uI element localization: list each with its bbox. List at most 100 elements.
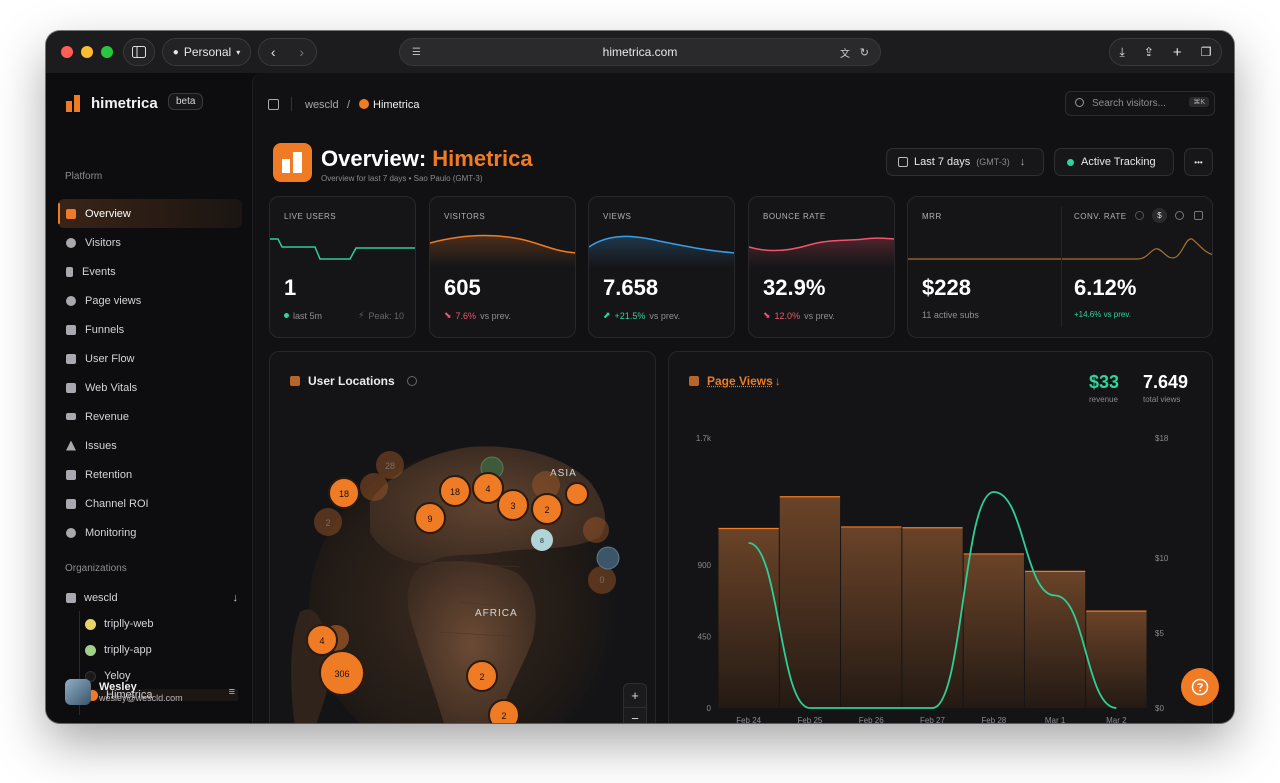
- reload-icon[interactable]: ↻: [859, 46, 869, 59]
- nav-issues[interactable]: Issues: [58, 431, 242, 460]
- stat-card-live-users[interactable]: LIVE USERS 1 last 5m ⚡ Peak: 10: [269, 196, 416, 338]
- tabs-overview-icon[interactable]: ❐: [1200, 45, 1212, 59]
- breadcrumb-project[interactable]: Himetrica: [373, 99, 420, 111]
- stat-card-bounce-rate[interactable]: BOUNCE RATE 32.9% ⬊ 12.0% vs prev.: [748, 196, 895, 338]
- zoom-window-button[interactable]: [101, 46, 113, 58]
- page-views-bar[interactable]: [902, 527, 963, 708]
- bounce-sparkline: [749, 237, 894, 267]
- search-placeholder: Search visitors...: [1092, 98, 1166, 109]
- question-icon: [1191, 678, 1209, 696]
- nav-visitors[interactable]: Visitors: [58, 228, 242, 257]
- stat-change: 7.6%: [455, 310, 477, 321]
- stat-footer: 11 active subs: [922, 310, 979, 320]
- date-range-select[interactable]: Last 7 days (GMT-3) ↓: [886, 148, 1044, 176]
- search-input[interactable]: Search visitors... ⌘K: [1065, 91, 1215, 116]
- info-icon[interactable]: [406, 376, 417, 386]
- user-locations-panel: User Locations ASIA AFRICA: [269, 351, 656, 723]
- more-options-button[interactable]: •••: [1184, 148, 1213, 176]
- back-icon[interactable]: ‹: [270, 44, 276, 60]
- active-tracking-button[interactable]: Active Tracking: [1054, 148, 1174, 176]
- project-item-himetrica[interactable]: Himetrica: [66, 689, 238, 701]
- help-button[interactable]: [1181, 668, 1219, 706]
- page-views-bar[interactable]: [1086, 611, 1147, 708]
- peak-icon: ⚡: [358, 310, 365, 320]
- stat-label: LIVE USERS: [284, 212, 337, 221]
- nav-label: Overview: [85, 207, 131, 220]
- project-item-yeloy[interactable]: Yeloy: [66, 663, 238, 689]
- x-axis-tick: Feb 25: [797, 716, 822, 723]
- share-icon[interactable]: ⇪: [1143, 45, 1154, 59]
- page-views-bar[interactable]: [1024, 571, 1086, 708]
- new-tab-icon[interactable]: +: [1172, 43, 1182, 61]
- page-views-chart[interactable]: 1.7k 900 450 0 $18 $10 $5 $0 Feb 24 Feb 25 Feb 26 F…: [669, 352, 1213, 723]
- y-axis-left-tick: 0: [707, 704, 712, 713]
- nav-user-flow[interactable]: User Flow: [58, 344, 242, 373]
- panel-title[interactable]: Page Views ↓: [689, 374, 781, 388]
- profile-button[interactable]: ● Personal ▾: [162, 38, 251, 66]
- search-shortcut: ⌘K: [1189, 97, 1209, 107]
- page-views-bar[interactable]: [963, 553, 1024, 708]
- stat-card-visitors[interactable]: VISITORS 605 ⬊ 7.6% vs prev.: [429, 196, 576, 338]
- nav-channel-roi[interactable]: Channel ROI: [58, 489, 242, 518]
- close-window-button[interactable]: [61, 46, 73, 58]
- stat-value: 6.12%: [1074, 275, 1137, 300]
- stat-value: $228: [922, 275, 971, 300]
- minimize-window-button[interactable]: [81, 46, 93, 58]
- nav-events[interactable]: Events: [58, 257, 242, 286]
- project-item-triplly-web[interactable]: triplly-web: [66, 611, 238, 637]
- nav-funnels[interactable]: Funnels: [58, 315, 242, 344]
- page-menu-icon[interactable]: ☰: [412, 46, 421, 58]
- nav-overview[interactable]: Overview: [58, 199, 242, 228]
- page-subtitle: Overview for last 7 days • Sao Paulo (GM…: [321, 174, 483, 183]
- sidebar-toggle-button[interactable]: [123, 38, 155, 66]
- nav-revenue[interactable]: Revenue: [58, 402, 242, 431]
- page-views-bar[interactable]: [718, 528, 779, 708]
- monitor-icon: [66, 527, 76, 538]
- page-title: Overview: Himetrica: [321, 146, 533, 172]
- panel-toggle-icon[interactable]: [268, 99, 279, 110]
- cluster-label: 9: [427, 514, 432, 524]
- stat-card-views[interactable]: VIEWS 7.658 ⬈ +21.5% vs prev.: [588, 196, 735, 338]
- world-globe-map[interactable]: ASIA AFRICA 28 2 0 8 18 9: [270, 352, 656, 723]
- user-profile[interactable]: Wesley wesley@wescld.com ≡: [65, 677, 235, 707]
- nav-web-vitals[interactable]: Web Vitals: [58, 373, 242, 402]
- nav-page-views[interactable]: Page views: [58, 286, 242, 315]
- forward-icon[interactable]: ›: [299, 44, 305, 60]
- stat-label: CONV. RATE: [1074, 212, 1127, 221]
- page-views-panel: Page Views ↓ $33 revenue 7.649 total vie…: [668, 351, 1213, 723]
- arrow-down-icon[interactable]: ↓: [232, 592, 239, 604]
- filter-menu-icon[interactable]: ≡: [228, 686, 235, 698]
- metric-switcher: $: [1152, 207, 1208, 224]
- stat-value: 7.658: [603, 275, 659, 300]
- page-views-bar[interactable]: [779, 496, 841, 708]
- nav-label: Channel ROI: [85, 497, 149, 510]
- org-item-wescld[interactable]: wescld ↓: [66, 585, 238, 611]
- trend-up-icon: ⬈: [603, 310, 611, 320]
- translate-icon[interactable]: 文: [840, 48, 850, 60]
- download-icon[interactable]: ⤓: [1119, 44, 1125, 59]
- page-views-bar[interactable]: [841, 526, 902, 708]
- zoom-in-button[interactable]: +: [624, 684, 646, 708]
- revenue-label: revenue: [1089, 395, 1118, 404]
- info-icon[interactable]: [1135, 211, 1144, 220]
- platform-nav: Overview Visitors Events Page views Funn…: [58, 199, 242, 547]
- brand-logo[interactable]: himetrica: [66, 95, 158, 112]
- project-label: Himetrica: [106, 689, 153, 701]
- nav-retention[interactable]: Retention: [58, 460, 242, 489]
- dollar-icon[interactable]: $: [1152, 208, 1167, 223]
- nav-monitoring[interactable]: Monitoring: [58, 518, 242, 547]
- address-bar[interactable]: ☰ himetrica.com 文 ↻: [399, 38, 881, 66]
- grid-icon[interactable]: [1194, 211, 1203, 220]
- zoom-out-button[interactable]: −: [631, 711, 639, 723]
- x-axis-tick: Feb 26: [859, 716, 884, 723]
- stat-card-mrr[interactable]: MRR $228 11 active subs CONV. RATE $ 6.1…: [907, 196, 1213, 338]
- nav-label: Visitors: [85, 236, 121, 249]
- cluster-label: 306: [334, 669, 349, 679]
- project-item-triplly-app[interactable]: triplly-app: [66, 637, 238, 663]
- location-clusters[interactable]: 18 9 18 4 3 2 4 306 2 2: [306, 472, 563, 723]
- search-icon[interactable]: [1175, 211, 1184, 220]
- active-subs: 11 active subs: [922, 310, 979, 320]
- nav-label: User Flow: [85, 352, 135, 365]
- calendar-icon: [898, 157, 908, 167]
- breadcrumb-org[interactable]: wescld: [305, 99, 339, 111]
